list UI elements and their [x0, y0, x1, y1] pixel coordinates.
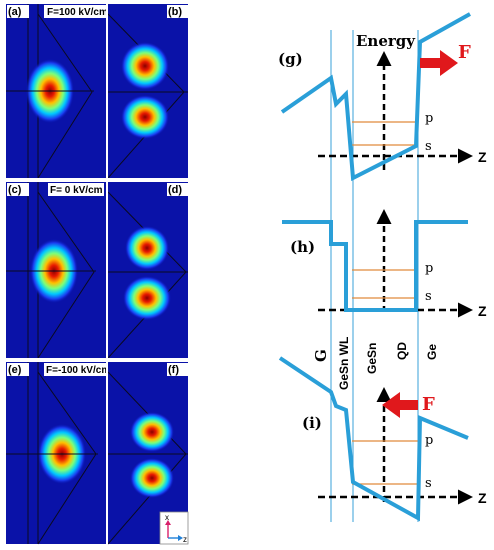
panel-a-label: (a) [8, 6, 22, 18]
axis-z-label: z [183, 535, 187, 544]
band-diagrams: (g) Energy Z p s F (h) Z p s G [278, 12, 487, 522]
h-z-label: Z [478, 303, 487, 319]
panel-b-label: (b) [168, 6, 182, 18]
diagram-i-label: (i) [302, 414, 322, 432]
region-gesn-label: GeSn [365, 343, 379, 374]
g-p-label: p [425, 111, 433, 126]
i-z-label: Z [478, 490, 487, 506]
region-gesn-wl-label: GeSn WL [337, 337, 351, 390]
h-p-label: p [425, 261, 433, 276]
diagram-h-label: (h) [290, 238, 315, 256]
region-g-label: G [312, 349, 330, 362]
panel-a-field: F=100 kV/cm [47, 7, 108, 18]
diagram-h: (h) Z p s [282, 209, 487, 319]
panel-f: (f) [107, 362, 188, 545]
region-ge-label: Ge [425, 344, 439, 360]
g-force-label: F [458, 42, 471, 63]
h-s-label: s [425, 289, 432, 304]
wavefunction-panels: (a) F=100 kV/cm (b) (c) F= 0 kV/cm [6, 4, 189, 545]
panel-e: (e) F=-100 kV/cm [6, 362, 110, 545]
panel-c-label: (c) [8, 184, 22, 196]
g-s-label: s [425, 139, 432, 154]
panel-b: (b) [107, 4, 188, 179]
i-s-label: s [425, 476, 432, 491]
panel-e-field: F=-100 kV/cm [46, 365, 110, 376]
axis-x-label: x [165, 513, 169, 522]
panel-d: (d) [107, 182, 188, 359]
diagram-g: (g) Energy Z p s F [278, 12, 487, 182]
panel-a: (a) F=100 kV/cm [6, 4, 108, 179]
i-force-label: F [422, 394, 435, 415]
axes-inset: x z [159, 511, 189, 545]
panel-e-label: (e) [8, 364, 22, 376]
panel-d-label: (d) [168, 184, 182, 196]
g-z-label: Z [478, 149, 487, 165]
energy-label: Energy [356, 32, 416, 50]
diagram-g-label: (g) [278, 50, 303, 68]
region-qd-label: QD [395, 342, 409, 360]
region-labels: G GeSn WL GeSn QD Ge [312, 337, 439, 390]
i-p-label: p [425, 433, 433, 448]
panel-c-field: F= 0 kV/cm [50, 185, 103, 196]
diagram-i: (i) Z p s F [278, 356, 487, 522]
panel-f-label: (f) [168, 364, 179, 376]
panel-c: (c) F= 0 kV/cm [6, 182, 106, 359]
